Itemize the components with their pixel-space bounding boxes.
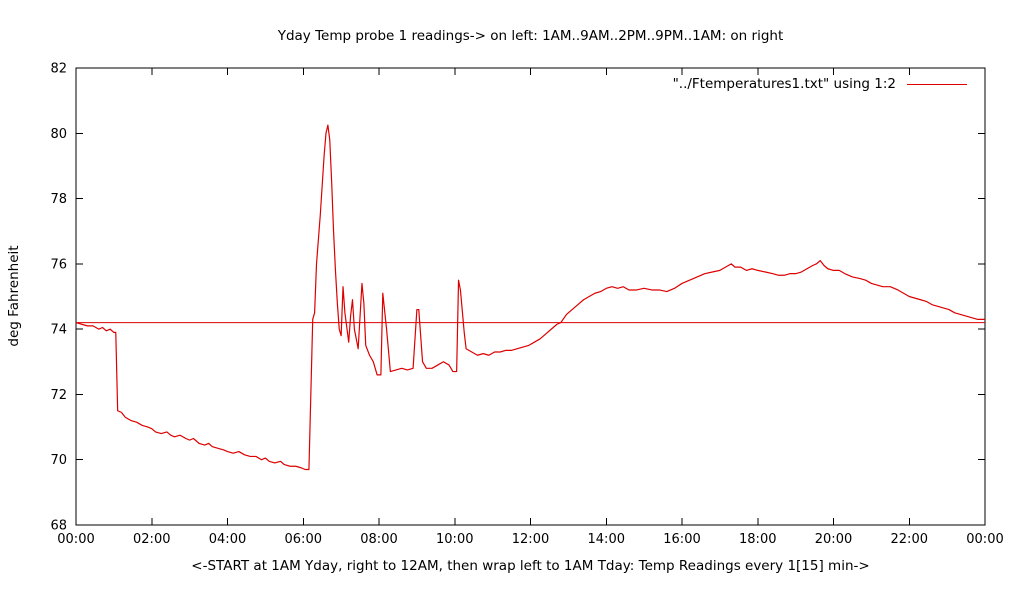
chart-title: Yday Temp probe 1 readings-> on left: 1A… [277,28,784,44]
legend-line-sample [907,83,967,85]
legend: "../Ftemperatures1.txt" using 1:2 [673,76,967,92]
x-tick-label: 14:00 [588,532,625,547]
y-tick-label: 74 [50,323,67,338]
x-axis-label: <-START at 1AM Yday, right to 12AM, then… [191,558,870,574]
x-tick-label: 08:00 [360,532,397,547]
y-tick-label: 82 [50,62,67,77]
x-tick-label: 06:00 [285,532,322,547]
y-axis-label: deg Fahrenheit [6,245,22,347]
x-tick-label: 10:00 [436,532,473,547]
y-tick-label: 72 [50,388,67,403]
x-tick-label: 22:00 [891,532,928,547]
x-tick-label: 00:00 [57,532,94,547]
x-tick-label: 12:00 [512,532,549,547]
y-tick-label: 76 [50,257,67,272]
plot-border [75,67,986,526]
x-tick-label: 18:00 [739,532,776,547]
x-tick-label: 00:00 [966,532,1003,547]
y-tick-label: 70 [50,453,67,468]
x-tick-label: 16:00 [663,532,700,547]
y-tick-label: 78 [50,192,67,207]
temperature-series-line [75,124,985,471]
legend-label: "../Ftemperatures1.txt" using 1:2 [672,76,896,92]
x-tick-label: 02:00 [133,532,170,547]
y-tick-label: 68 [50,519,67,534]
x-tick-label: 20:00 [815,532,852,547]
x-tick-label: 04:00 [209,532,246,547]
y-tick-label: 80 [50,127,67,142]
